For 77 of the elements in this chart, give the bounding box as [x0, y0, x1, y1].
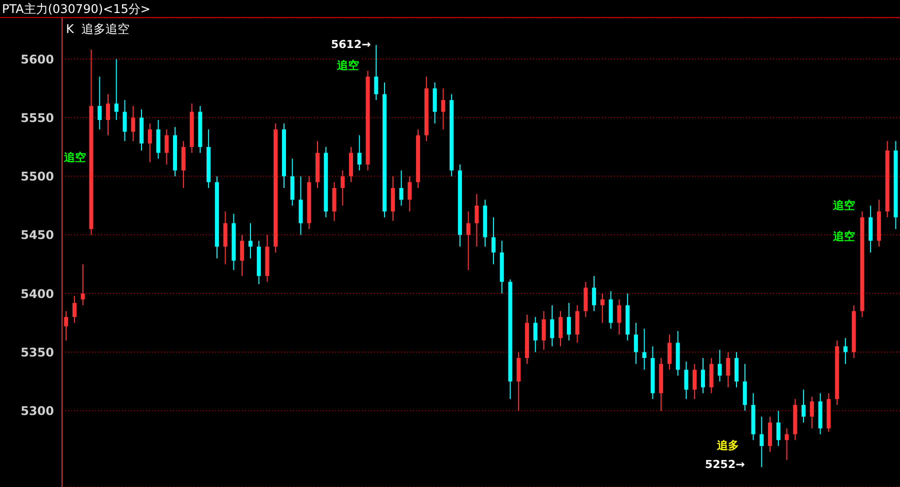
- chart-subtitle: K 追多追空: [66, 21, 130, 38]
- candlestick: [575, 304, 580, 344]
- candlestick: [148, 123, 152, 163]
- candlestick: [667, 334, 672, 370]
- candlestick: [843, 338, 848, 364]
- candlestick: [802, 389, 806, 424]
- candlestick: [466, 210, 470, 271]
- candlestick: [742, 363, 747, 412]
- annotation: 追空: [832, 198, 856, 213]
- candlestick: [298, 176, 303, 236]
- candlestick: [164, 128, 169, 166]
- candlestick: [533, 316, 538, 353]
- annotation: 5252→: [704, 458, 746, 471]
- candlestick: [432, 82, 437, 124]
- annotation: 5612→: [330, 38, 372, 51]
- candlestick: [584, 281, 588, 318]
- candlestick: [768, 416, 772, 452]
- candlestick: [122, 100, 127, 142]
- y-tick-label: 5600: [20, 52, 54, 66]
- candlestick: [684, 361, 688, 400]
- candlestick: [542, 310, 546, 350]
- candlestick: [290, 158, 294, 206]
- candlestick: [709, 358, 714, 394]
- chart-title: PTA主力(030790)<15分>: [0, 0, 900, 18]
- candlestick: [734, 352, 738, 388]
- y-tick-label: 5400: [20, 286, 54, 301]
- candlestick: [332, 182, 336, 222]
- candlestick: [106, 94, 110, 136]
- candlestick: [491, 216, 496, 265]
- candlestick: [558, 310, 563, 347]
- y-tick-label: 5350: [20, 345, 54, 360]
- candlestick: [784, 428, 789, 461]
- candlestick: [868, 205, 873, 253]
- candlestick: [80, 264, 85, 306]
- candlestick: [550, 304, 554, 347]
- candlestick: [131, 105, 136, 142]
- annotation: 追多: [716, 438, 740, 453]
- candlestick: [600, 293, 604, 324]
- candlestick: [72, 295, 76, 324]
- candlestick: [408, 176, 412, 212]
- annotation: 追空: [63, 150, 87, 165]
- annotation: 追空: [832, 229, 856, 244]
- candlestick: [634, 322, 638, 364]
- candlestick: [114, 58, 118, 121]
- candlestick: [98, 76, 102, 130]
- candlestick: [240, 234, 244, 276]
- y-tick-label: 5550: [20, 110, 54, 125]
- y-tick-label: 5500: [20, 170, 54, 184]
- candlestick: [349, 146, 354, 183]
- candlestick: [390, 176, 395, 222]
- candlestick: [357, 134, 362, 171]
- candlestick: [760, 416, 764, 468]
- candlestick: [156, 120, 160, 160]
- candlestick: [592, 275, 596, 312]
- candlestick: [441, 88, 446, 130]
- candlestick: [248, 222, 252, 259]
- candlestick: [810, 396, 814, 429]
- candlestick: [181, 140, 186, 189]
- candlestick: [223, 210, 228, 265]
- y-tick-label: 5450: [20, 228, 54, 242]
- candlestick: [608, 290, 613, 330]
- candlestick: [776, 410, 780, 446]
- candlestick: [726, 352, 730, 388]
- candlestick: [700, 358, 705, 394]
- candlestick: [692, 363, 697, 400]
- y-tick-label: 5300: [20, 404, 54, 418]
- candlestick: [617, 298, 622, 336]
- candlestick: [642, 328, 646, 370]
- candlestick: [340, 170, 345, 206]
- candlestick: [566, 302, 571, 341]
- candlestick: [374, 44, 378, 101]
- candlestick: [516, 352, 521, 412]
- candlestick: [474, 193, 479, 248]
- annotation: 追空: [336, 58, 360, 73]
- candlestick: [399, 170, 404, 206]
- candlestick: [64, 310, 68, 341]
- candlestick: [718, 349, 722, 382]
